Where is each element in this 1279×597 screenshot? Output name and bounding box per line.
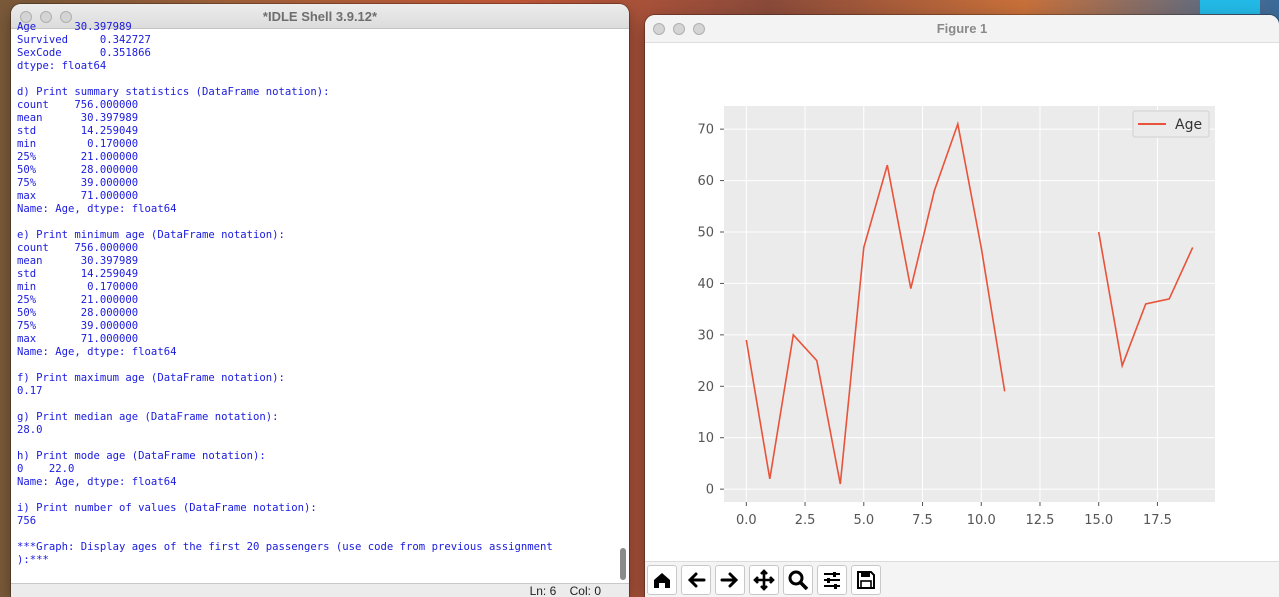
- plot-canvas[interactable]: 0.0 2.5 5.0 7.5 10.0 12.5 15.0 17.5 0 10 20 30 40 50 6…: [645, 43, 1279, 561]
- minimize-icon[interactable]: [40, 11, 52, 23]
- shell-line: min 0.170000: [17, 138, 139, 150]
- x-tick-label: 5.0: [853, 513, 874, 528]
- pan-icon: [753, 569, 775, 591]
- series-line-age: [1097, 231, 1194, 369]
- x-tick-label: 12.5: [1026, 513, 1055, 528]
- shell-line: [17, 437, 613, 450]
- home-button[interactable]: [647, 565, 677, 595]
- back-arrow-button[interactable]: [681, 565, 711, 595]
- close-icon[interactable]: [653, 23, 665, 35]
- shell-line: ):***: [17, 554, 49, 566]
- shell-line: max 71.000000: [17, 333, 139, 345]
- shell-line: std 14.259049: [17, 125, 139, 137]
- shell-line: Survived 0.342727: [17, 34, 151, 46]
- configure-button[interactable]: [817, 565, 847, 595]
- shell-line: [17, 216, 613, 229]
- window-title: Figure 1: [936, 21, 988, 36]
- shell-line: 756: [17, 515, 37, 527]
- shell-line: [17, 489, 613, 502]
- shell-line: max 71.000000: [17, 190, 139, 202]
- shell-line: Name: Age, dtype: float64: [17, 476, 177, 488]
- configure-icon: [824, 572, 840, 589]
- save-button[interactable]: [851, 565, 881, 595]
- x-tick-label: 2.5: [795, 513, 816, 528]
- shell-line: [17, 528, 613, 541]
- shell-line: i) Print number of values (DataFrame not…: [17, 502, 317, 514]
- column-number: Col: 0: [569, 584, 601, 597]
- shell-line: min 0.170000: [17, 281, 139, 293]
- series-line-age: [745, 120, 1006, 485]
- y-tick-label: 60: [697, 174, 714, 189]
- legend-box: [1132, 110, 1210, 138]
- zoom-button[interactable]: [783, 565, 813, 595]
- shell-line: count 756.000000: [17, 99, 139, 111]
- shell-line: [17, 398, 613, 411]
- shell-line: 50% 28.000000: [17, 307, 139, 319]
- figure-toolbar: [645, 561, 1279, 597]
- shell-line: SexCode 0.351866: [17, 47, 151, 59]
- shell-line: 50% 28.000000: [17, 164, 139, 176]
- home-icon: [654, 573, 670, 588]
- shell-line: mean 30.397989: [17, 255, 139, 267]
- y-tick-label: 40: [697, 277, 714, 292]
- y-tick-label: 70: [697, 123, 714, 138]
- shell-line: h) Print mode age (DataFrame notation):: [17, 450, 266, 462]
- back-arrow-icon: [687, 572, 706, 588]
- save-icon: [857, 571, 875, 589]
- x-tick-label: 10.0: [967, 513, 996, 528]
- shell-line: e) Print minimum age (DataFrame notation…: [17, 229, 285, 241]
- shell-line: Name: Age, dtype: float64: [17, 346, 177, 358]
- close-icon[interactable]: [20, 11, 32, 23]
- shell-line: d) Print summary statistics (DataFrame n…: [17, 86, 330, 98]
- y-tick-label: 0: [706, 483, 714, 498]
- figure-window: Figure 1 0.0 2.5 5.0 7.5 10.0 12.5 15.0 17.5 0 10…: [645, 15, 1279, 597]
- window-title: *IDLE Shell 3.9.12*: [262, 9, 378, 24]
- shell-line: ***Graph: Display ages of the first 20 p…: [17, 541, 553, 553]
- shell-line: 25% 21.000000: [17, 151, 139, 163]
- x-tick-label: 17.5: [1143, 513, 1172, 528]
- figure-titlebar[interactable]: Figure 1: [645, 15, 1279, 43]
- forward-arrow-icon: [720, 572, 739, 588]
- idle-shell-window: *IDLE Shell 3.9.12* Age 30.397989 Survive…: [11, 4, 629, 597]
- x-tick-label: 15.0: [1084, 513, 1113, 528]
- shell-line: std 14.259049: [17, 268, 139, 280]
- minimize-icon[interactable]: [673, 23, 685, 35]
- status-bar: Ln: 6 Col: 0: [11, 583, 629, 597]
- zoom-icon: [788, 570, 809, 591]
- shell-line: 75% 39.000000: [17, 320, 139, 332]
- legend-entry: Age: [1175, 117, 1202, 133]
- line-number: Ln: 6: [529, 584, 557, 597]
- y-tick-label: 50: [697, 226, 714, 241]
- desktop-accent: [1200, 0, 1260, 14]
- shell-line: 75% 39.000000: [17, 177, 139, 189]
- maximize-icon[interactable]: [60, 11, 72, 23]
- shell-line: 25% 21.000000: [17, 294, 139, 306]
- shell-line: Age 30.397989: [17, 21, 132, 33]
- x-tick-label: 0.0: [736, 513, 757, 528]
- shell-line: 0.17: [17, 385, 43, 397]
- y-tick-label: 10: [697, 431, 714, 446]
- shell-line: 0 22.0: [17, 463, 75, 475]
- maximize-icon[interactable]: [693, 23, 705, 35]
- shell-line: g) Print median age (DataFrame notation)…: [17, 411, 279, 423]
- shell-output[interactable]: Age 30.397989 Survived 0.342727 SexCode 0.…: [17, 21, 613, 566]
- y-tick-label: 20: [697, 380, 714, 395]
- shell-line: 28.0: [17, 424, 43, 436]
- shell-line: [17, 73, 613, 86]
- shell-line: Name: Age, dtype: float64: [17, 203, 177, 215]
- pan-button[interactable]: [749, 565, 779, 595]
- line-chart: 0.0 2.5 5.0 7.5 10.0 12.5 15.0 17.5 0 10 20 30 40 50 6…: [697, 106, 1215, 528]
- shell-line: f) Print maximum age (DataFrame notation…: [17, 372, 285, 384]
- y-tick-label: 30: [697, 328, 714, 343]
- shell-line: count 756.000000: [17, 242, 139, 254]
- shell-line: dtype: float64: [17, 60, 107, 72]
- idle-titlebar[interactable]: *IDLE Shell 3.9.12*: [11, 4, 629, 29]
- forward-arrow-button[interactable]: [715, 565, 745, 595]
- scrollbar-thumb[interactable]: [620, 548, 626, 580]
- shell-line: mean 30.397989: [17, 112, 139, 124]
- x-tick-label: 7.5: [912, 513, 933, 528]
- axes-background: [724, 106, 1215, 502]
- shell-line: [17, 359, 613, 372]
